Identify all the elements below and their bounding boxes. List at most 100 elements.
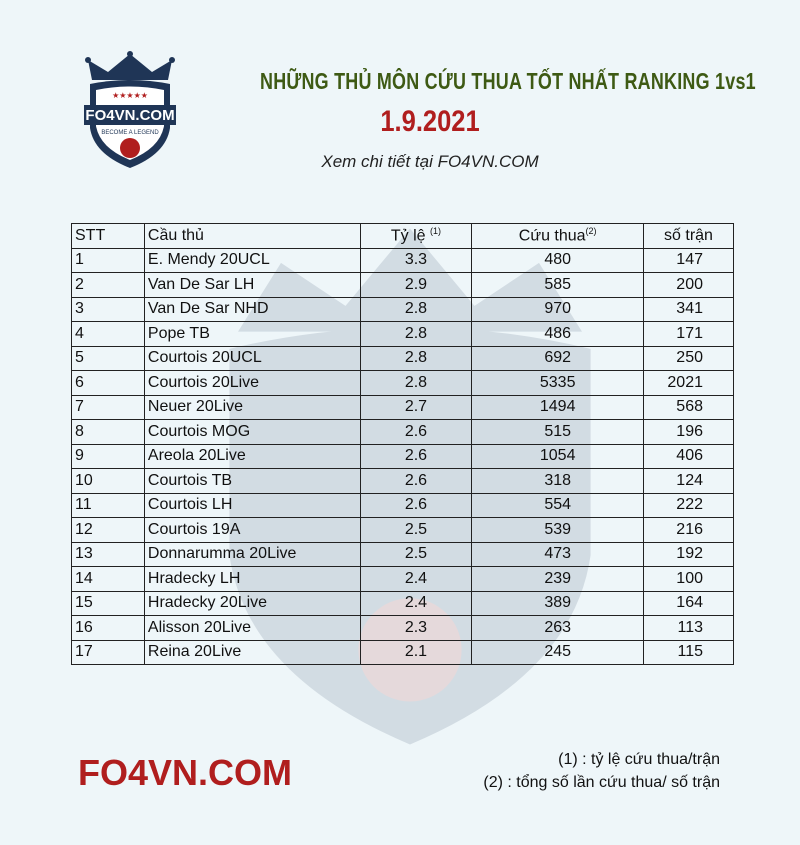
cell-saves: 5335 — [471, 370, 644, 396]
table-row: 13 Donnarumma 20Live 2.5 473 192 — [71, 541, 734, 567]
table-row: 10 Courtois TB 2.6 318 124 — [71, 468, 734, 494]
cell-stt: 1 — [71, 247, 145, 273]
cell-matches: 406 — [643, 443, 734, 469]
cell-matches: 124 — [643, 468, 734, 494]
cell-saves: 554 — [471, 492, 644, 518]
cell-ratio: 2.4 — [359, 590, 473, 616]
cell-saves: 1494 — [471, 394, 644, 420]
cell-matches: 341 — [643, 296, 734, 322]
cell-matches: 113 — [643, 615, 734, 641]
cell-ratio: 2.9 — [359, 272, 473, 298]
cell-saves: 245 — [471, 639, 644, 665]
cell-saves: 263 — [471, 615, 644, 641]
cell-player: Courtois 19A — [143, 517, 361, 543]
cell-player: Courtois 20UCL — [143, 345, 361, 371]
cell-matches: 222 — [643, 492, 734, 518]
header-saves: Cứu thua(2) — [471, 223, 644, 249]
svg-text:★★★★★: ★★★★★ — [112, 91, 148, 100]
header-stt: STT — [71, 223, 145, 249]
cell-player: Hradecky 20Live — [143, 590, 361, 616]
table-header-row: STT Cầu thủ Tỷ lệ (1) Cứu thua(2) số trậ… — [71, 223, 734, 249]
cell-player: Areola 20Live — [143, 443, 361, 469]
cell-matches: 164 — [643, 590, 734, 616]
cell-ratio: 2.8 — [359, 296, 473, 322]
cell-player: Pope TB — [143, 321, 361, 347]
cell-ratio: 2.1 — [359, 639, 473, 665]
header-matches: số trận — [643, 223, 734, 249]
cell-stt: 11 — [71, 492, 145, 518]
cell-saves: 585 — [471, 272, 644, 298]
cell-stt: 7 — [71, 394, 145, 420]
cell-stt: 14 — [71, 566, 145, 592]
table-row: 17 Reina 20Live 2.1 245 115 — [71, 639, 734, 665]
cell-saves: 318 — [471, 468, 644, 494]
cell-ratio: 2.8 — [359, 345, 473, 371]
cell-matches: 192 — [643, 541, 734, 567]
brand-footer: FO4VN.COM — [78, 752, 293, 793]
cell-saves: 473 — [471, 541, 644, 567]
cell-stt: 9 — [71, 443, 145, 469]
cell-player: Donnarumma 20Live — [143, 541, 361, 567]
cell-player: E. Mendy 20UCL — [143, 247, 361, 273]
cell-stt: 17 — [71, 639, 145, 665]
cell-stt: 6 — [71, 370, 145, 396]
table-row: 3 Van De Sar NHD 2.8 970 341 — [71, 296, 734, 322]
footnotes: (1) : tỷ lệ cứu thua/trận (2) : tổng số … — [483, 748, 720, 794]
cell-matches: 147 — [643, 247, 734, 273]
cell-saves: 515 — [471, 419, 644, 445]
page-title: NHỮNG THỦ MÔN CỨU THUA TỐT NHẤT RANKING … — [260, 68, 756, 94]
table-row: 1 E. Mendy 20UCL 3.3 480 147 — [71, 247, 734, 273]
cell-player: Van De Sar LH — [143, 272, 361, 298]
svg-text:FO4VN.COM: FO4VN.COM — [85, 107, 174, 124]
cell-ratio: 2.5 — [359, 517, 473, 543]
cell-ratio: 2.6 — [359, 468, 473, 494]
goalkeeper-ranking-table: STT Cầu thủ Tỷ lệ (1) Cứu thua(2) số trậ… — [71, 223, 734, 665]
cell-matches: 216 — [643, 517, 734, 543]
table-row: 8 Courtois MOG 2.6 515 196 — [71, 419, 734, 445]
table-row: 9 Areola 20Live 2.6 1054 406 — [71, 443, 734, 469]
cell-stt: 16 — [71, 615, 145, 641]
table-row: 2 Van De Sar LH 2.9 585 200 — [71, 272, 734, 298]
cell-matches: 196 — [643, 419, 734, 445]
cell-player: Reina 20Live — [143, 639, 361, 665]
cell-player: Courtois 20Live — [143, 370, 361, 396]
table-row: 4 Pope TB 2.8 486 171 — [71, 321, 734, 347]
cell-matches: 200 — [643, 272, 734, 298]
cell-ratio: 2.3 — [359, 615, 473, 641]
cell-stt: 2 — [71, 272, 145, 298]
cell-ratio: 3.3 — [359, 247, 473, 273]
cell-stt: 13 — [71, 541, 145, 567]
cell-ratio: 2.8 — [359, 370, 473, 396]
header-player: Cầu thủ — [143, 223, 361, 249]
cell-matches: 171 — [643, 321, 734, 347]
cell-ratio: 2.4 — [359, 566, 473, 592]
cell-matches: 250 — [643, 345, 734, 371]
cell-ratio: 2.8 — [359, 321, 473, 347]
cell-saves: 970 — [471, 296, 644, 322]
table-row: 16 Alisson 20Live 2.3 263 113 — [71, 615, 734, 641]
cell-ratio: 2.6 — [359, 443, 473, 469]
cell-matches: 115 — [643, 639, 734, 665]
cell-ratio: 2.5 — [359, 541, 473, 567]
cell-matches: 100 — [643, 566, 734, 592]
cell-matches: 2021 — [643, 370, 734, 396]
cell-stt: 10 — [71, 468, 145, 494]
cell-saves: 539 — [471, 517, 644, 543]
cell-player: Hradecky LH — [143, 566, 361, 592]
date-label: 1.9.2021 — [380, 105, 480, 138]
cell-player: Courtois LH — [143, 492, 361, 518]
cell-ratio: 2.7 — [359, 394, 473, 420]
header-ratio: Tỷ lệ (1) — [359, 223, 473, 249]
table-row: 12 Courtois 19A 2.5 539 216 — [71, 517, 734, 543]
cell-player: Alisson 20Live — [143, 615, 361, 641]
cell-stt: 3 — [71, 296, 145, 322]
cell-saves: 480 — [471, 247, 644, 273]
cell-player: Courtois TB — [143, 468, 361, 494]
cell-player: Van De Sar NHD — [143, 296, 361, 322]
subtitle: Xem chi tiết tại FO4VN.COM — [321, 152, 539, 171]
table-row: 5 Courtois 20UCL 2.8 692 250 — [71, 345, 734, 371]
fo4vn-logo: ★★★★★ FO4VN.COM BECOME A LEGEND — [84, 51, 176, 168]
cell-stt: 8 — [71, 419, 145, 445]
cell-saves: 486 — [471, 321, 644, 347]
cell-stt: 5 — [71, 345, 145, 371]
